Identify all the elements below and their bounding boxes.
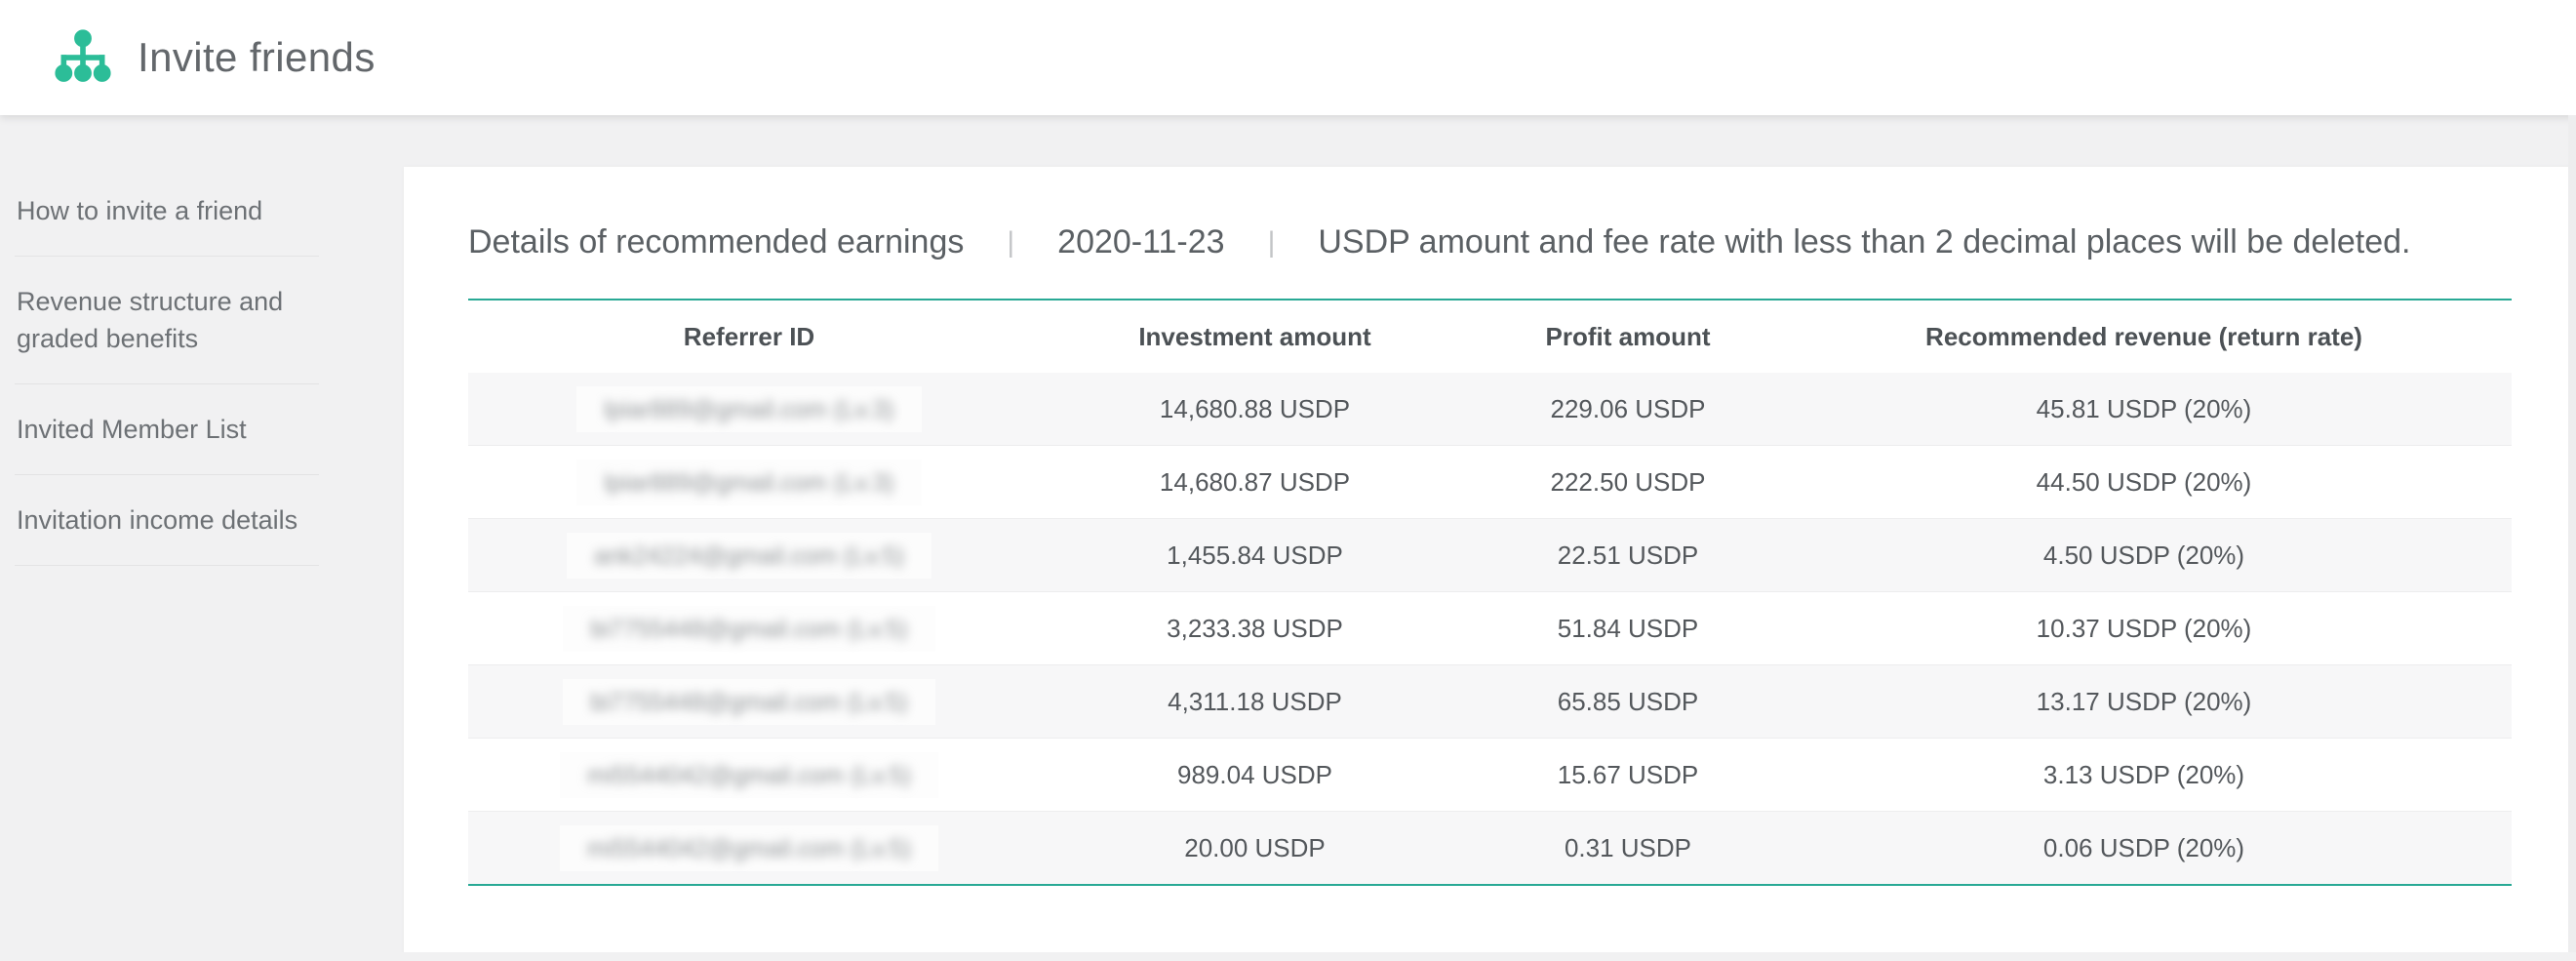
referrer-id-cell: lpiar889@gmail.com (Lv.3) <box>468 373 1030 446</box>
table-row: bi7755448@gmail.com (Lv.5) 3,233.38 USDP… <box>468 591 2512 665</box>
section-title: Details of recommended earnings <box>468 223 965 260</box>
table-row: lpiar889@gmail.com (Lv.3) 14,680.88 USDP… <box>468 373 2512 446</box>
sidebar-item-how-to-invite[interactable]: How to invite a friend <box>15 166 319 257</box>
sidebar: How to invite a friend Revenue structure… <box>15 115 319 566</box>
sidebar-item-invitation-income-details[interactable]: Invitation income details <box>15 475 319 566</box>
table-row: lpiar889@gmail.com (Lv.3) 14,680.87 USDP… <box>468 445 2512 519</box>
investment-amount-cell: 4,311.18 USDP <box>1168 686 1342 716</box>
title-separator: | <box>1267 225 1276 259</box>
investment-amount-cell: 3,233.38 USDP <box>1167 613 1343 643</box>
profit-amount-cell: 15.67 USDP <box>1557 759 1699 789</box>
blurred-referrer-id: mi5544042@gmail.com (Lv.5) <box>560 824 938 871</box>
column-header-investment-amount: Investment amount <box>1138 321 1371 351</box>
sidebar-item-revenue-structure[interactable]: Revenue structure and graded benefits <box>15 257 319 384</box>
recommended-revenue-cell: 45.81 USDP (20%) <box>2036 393 2252 423</box>
blurred-referrer-id: lpiar889@gmail.com (Lv.3) <box>576 385 922 432</box>
profit-amount-cell: 51.84 USDP <box>1557 613 1699 643</box>
recommended-revenue-cell: 0.06 USDP (20%) <box>2042 832 2245 862</box>
referrer-id-cell: bi7755448@gmail.com (Lv.5) <box>468 592 1030 665</box>
column-header-referrer-id: Referrer ID <box>683 321 815 351</box>
referrer-id-cell: mi5544042@gmail.com (Lv.5) <box>468 812 1030 886</box>
horizontal-scrollbar-track[interactable] <box>0 952 2576 961</box>
investment-amount-cell: 20.00 USDP <box>1184 832 1326 862</box>
invite-friends-icon <box>54 28 112 87</box>
app-header: Invite friends <box>0 0 2576 115</box>
recommended-revenue-cell: 13.17 USDP (20%) <box>2036 686 2252 716</box>
table-header-row: Referrer ID Investment amount Profit amo… <box>468 300 2512 373</box>
investment-amount-cell: 14,680.88 USDP <box>1159 393 1351 423</box>
profit-amount-cell: 229.06 USDP <box>1550 393 1706 423</box>
title-separator: | <box>1007 225 1015 259</box>
blurred-referrer-id: bi7755448@gmail.com (Lv.5) <box>563 605 935 652</box>
earnings-note: USDP amount and fee rate with less than … <box>1318 223 2411 260</box>
investment-amount-cell: 1,455.84 USDP <box>1167 540 1343 570</box>
table-row: bi7755448@gmail.com (Lv.5) 4,311.18 USDP… <box>468 664 2512 739</box>
content-card: Details of recommended earnings | 2020-1… <box>404 167 2576 961</box>
table-row: ank24224@gmail.com (Lv.5) 1,455.84 USDP … <box>468 518 2512 592</box>
recommended-revenue-cell: 10.37 USDP (20%) <box>2036 613 2252 643</box>
blurred-referrer-id: ank24224@gmail.com (Lv.5) <box>566 532 932 579</box>
earnings-table-wrap: Referrer ID Investment amount Profit amo… <box>468 299 2512 886</box>
column-header-profit-amount: Profit amount <box>1545 321 1711 351</box>
earnings-date: 2020-11-23 <box>1057 223 1225 260</box>
referrer-id-cell: mi5544042@gmail.com (Lv.5) <box>468 739 1030 812</box>
profit-amount-cell: 22.51 USDP <box>1557 540 1699 570</box>
investment-amount-cell: 14,680.87 USDP <box>1159 466 1351 497</box>
vertical-scrollbar-track[interactable] <box>2568 115 2576 961</box>
recommended-revenue-cell: 3.13 USDP (20%) <box>2042 759 2245 789</box>
table-row: mi5544042@gmail.com (Lv.5) 989.04 USDP 1… <box>468 738 2512 812</box>
earnings-table: Referrer ID Investment amount Profit amo… <box>468 299 2512 886</box>
investment-amount-cell: 989.04 USDP <box>1177 759 1332 789</box>
recommended-revenue-cell: 4.50 USDP (20%) <box>2042 540 2245 570</box>
recommended-revenue-cell: 44.50 USDP (20%) <box>2036 466 2252 497</box>
referrer-id-cell: bi7755448@gmail.com (Lv.5) <box>468 665 1030 739</box>
blurred-referrer-id: mi5544042@gmail.com (Lv.5) <box>560 751 938 798</box>
column-header-recommended-revenue: Recommended revenue (return rate) <box>1925 321 2362 351</box>
referrer-id-cell: lpiar889@gmail.com (Lv.3) <box>468 446 1030 519</box>
blurred-referrer-id: bi7755448@gmail.com (Lv.5) <box>563 678 935 725</box>
profit-amount-cell: 65.85 USDP <box>1557 686 1699 716</box>
page-title: Invite friends <box>138 34 376 80</box>
blurred-referrer-id: lpiar889@gmail.com (Lv.3) <box>576 459 922 505</box>
sidebar-item-invited-member-list[interactable]: Invited Member List <box>15 384 319 475</box>
table-row: mi5544042@gmail.com (Lv.5) 20.00 USDP 0.… <box>468 811 2512 886</box>
referrer-id-cell: ank24224@gmail.com (Lv.5) <box>468 519 1030 592</box>
profit-amount-cell: 222.50 USDP <box>1550 466 1706 497</box>
card-title-row: Details of recommended earnings | 2020-1… <box>468 223 2512 261</box>
profit-amount-cell: 0.31 USDP <box>1564 832 1692 862</box>
